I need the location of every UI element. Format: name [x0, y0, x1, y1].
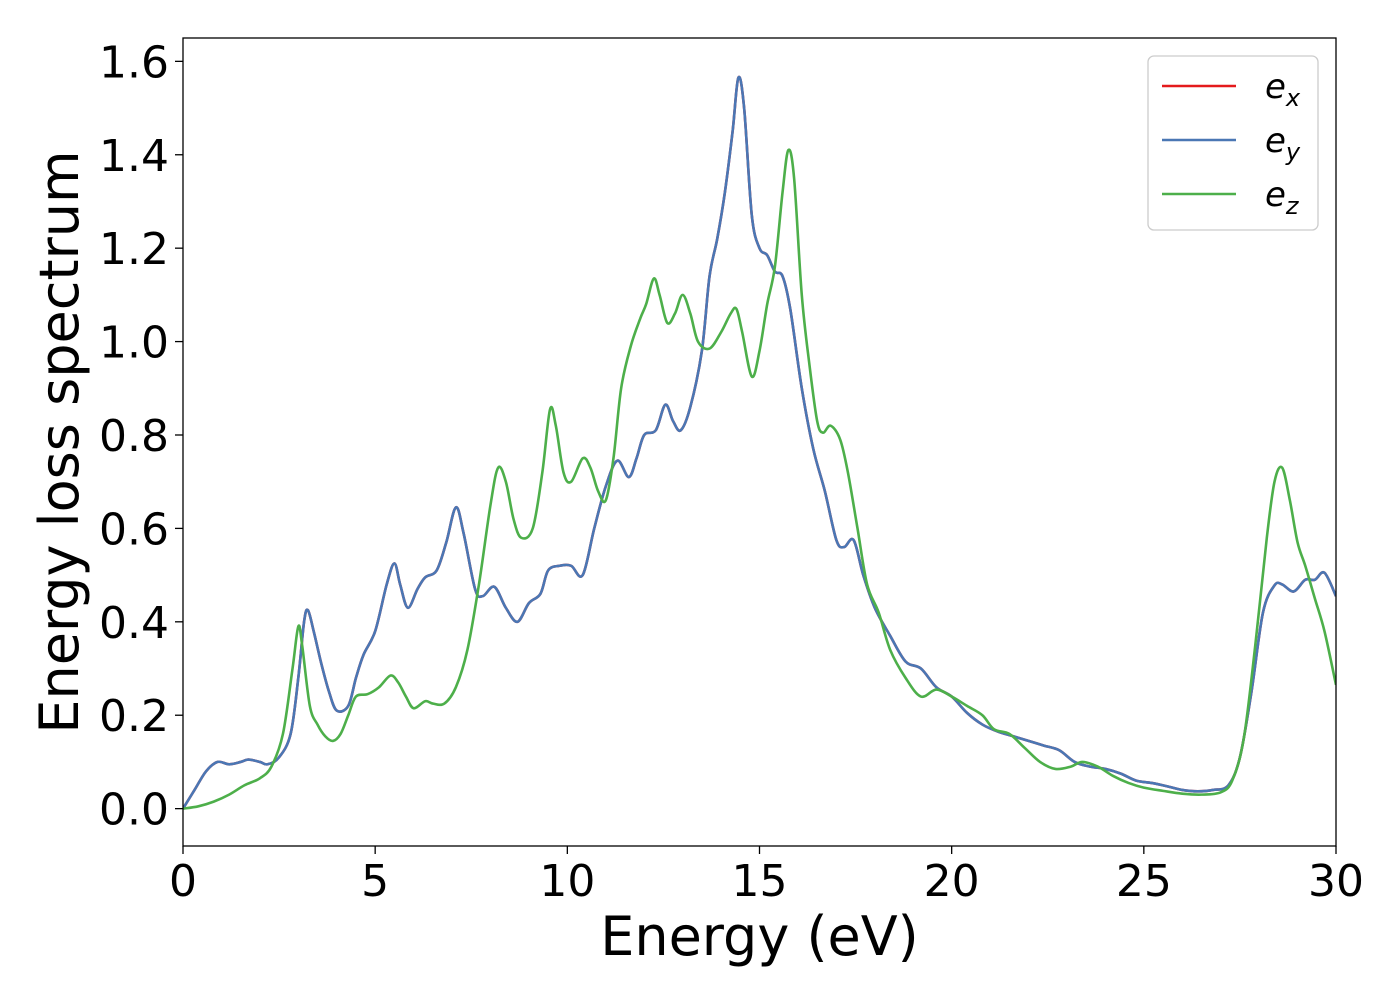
- x-tick-label: 15: [732, 856, 788, 907]
- x-tick-label: 20: [924, 856, 980, 907]
- x-tick-label: 5: [361, 856, 389, 907]
- y-axis-ticks: 0.0 0.2 0.4 0.6 0.8 1.0 1.2 1.4 1.6: [99, 37, 183, 836]
- y-tick-label: 1.2: [99, 224, 169, 275]
- series-line-e-z: [183, 148, 1336, 810]
- y-tick-label: 1.4: [99, 131, 169, 182]
- y-tick-label: 1.0: [99, 318, 169, 369]
- x-axis-title: Energy (eV): [600, 905, 919, 968]
- x-tick-label: 30: [1308, 856, 1364, 907]
- y-tick-label: 1.6: [99, 37, 169, 88]
- x-axis-ticks: 0 5 10 15 20 25 30: [169, 846, 1364, 907]
- y-tick-label: 0.4: [99, 598, 169, 649]
- series-line-e-y: [183, 75, 1336, 810]
- y-tick-label: 0.6: [99, 504, 169, 555]
- y-axis-title: Energy loss spectrum: [28, 150, 91, 733]
- x-tick-label: 10: [539, 856, 595, 907]
- x-tick-label: 0: [169, 856, 197, 907]
- series-lines: [183, 75, 1336, 810]
- x-tick-label: 25: [1116, 856, 1172, 907]
- y-tick-label: 0.2: [99, 691, 169, 742]
- legend-box: [1147, 55, 1319, 231]
- y-tick-label: 0.0: [99, 785, 169, 836]
- y-tick-label: 0.8: [99, 411, 169, 462]
